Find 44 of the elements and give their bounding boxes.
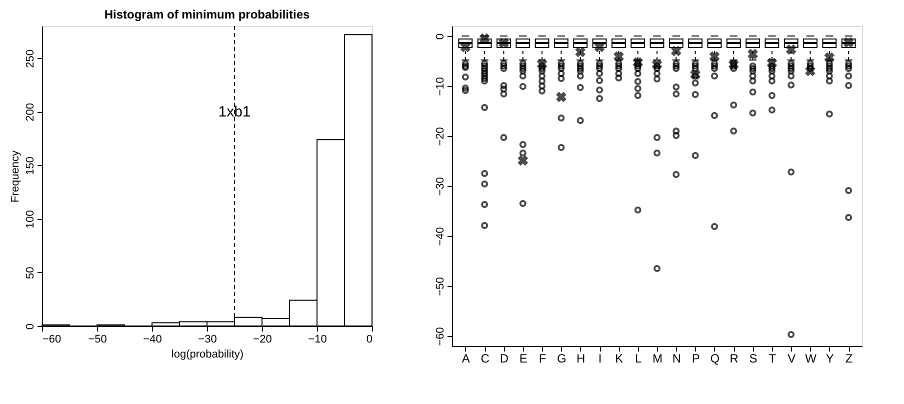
- x-tick-label: R: [730, 352, 739, 366]
- y-tick-label: 0: [24, 323, 36, 330]
- x-tick-label: −10: [308, 334, 327, 346]
- y-tick-label: −10: [434, 77, 446, 96]
- x-tick-label: −40: [143, 334, 162, 346]
- x-tick-label: H: [576, 352, 586, 366]
- x-tick-label: A: [462, 352, 470, 366]
- x-tick-label: −60: [42, 334, 62, 346]
- x-tick-label: −20: [253, 334, 272, 346]
- y-tick-label: 250: [24, 49, 36, 68]
- x-tick-label: V: [788, 352, 796, 366]
- x-tick-label: T: [768, 352, 777, 366]
- x-tick-label: 0: [366, 334, 372, 346]
- x-tick-label: Z: [845, 352, 853, 366]
- y-tick-label: 150: [24, 156, 36, 175]
- y-tick-label: 100: [24, 210, 36, 229]
- x-tick-label: W: [805, 352, 818, 366]
- y-tick-label: −40: [434, 227, 446, 246]
- x-tick-label: P: [692, 352, 700, 366]
- x-tick-label: −30: [198, 334, 217, 346]
- x-tick-label: Q: [710, 352, 720, 366]
- y-tick-label: −30: [434, 177, 446, 196]
- y-tick-label: −20: [434, 127, 446, 146]
- x-tick-label: −50: [88, 334, 107, 346]
- annotation: 1xb1: [218, 104, 251, 121]
- x-tick-label: D: [500, 352, 509, 366]
- y-tick-label: 0: [434, 33, 446, 40]
- y-tick-label: 50: [24, 266, 36, 280]
- y-tick-label: −50: [434, 277, 446, 296]
- x-tick-label: G: [557, 352, 566, 366]
- x-axis-title: log(probability): [171, 348, 244, 360]
- x-tick-label: M: [652, 352, 662, 366]
- chart-title: Histogram of minimum probabilities: [104, 8, 310, 22]
- x-tick-label: K: [615, 352, 624, 366]
- x-tick-label: S: [749, 352, 758, 366]
- y-axis-title: Frequency: [10, 150, 22, 202]
- x-tick-label: I: [598, 352, 602, 366]
- x-tick-label: F: [538, 352, 546, 366]
- x-tick-label: Y: [826, 352, 834, 366]
- x-tick-label: E: [519, 352, 528, 366]
- x-tick-label: N: [672, 352, 681, 366]
- y-tick-label: 200: [24, 103, 36, 122]
- x-tick-label: L: [634, 352, 642, 366]
- x-tick-label: C: [480, 352, 490, 366]
